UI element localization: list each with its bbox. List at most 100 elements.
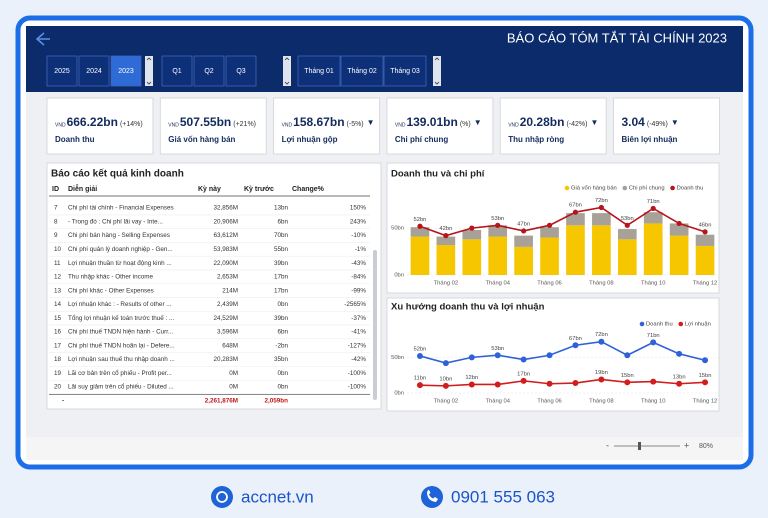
table-cell: 20	[54, 384, 62, 391]
x-tick-label: Tháng 08	[589, 281, 614, 287]
table-cell: 18	[54, 356, 62, 363]
legend-label: Lợi nhuận	[685, 322, 711, 328]
filter-scroll[interactable]	[283, 56, 291, 86]
contact-website[interactable]: accnet.vn	[241, 487, 314, 506]
table-cell: 8	[54, 218, 58, 225]
filter-button[interactable]	[161, 55, 193, 87]
column-header: Change%	[292, 186, 325, 193]
table-cell: 243%	[350, 218, 367, 225]
data-label: 17bn	[517, 371, 530, 377]
table-cell: 63,612M	[213, 232, 238, 239]
bar	[643, 212, 663, 224]
point	[494, 381, 501, 388]
filter-button[interactable]	[193, 55, 225, 87]
bar	[669, 235, 689, 275]
filter-label[interactable]: Q1	[172, 68, 181, 75]
kpi-label: Lợi nhuận gộp	[282, 135, 338, 144]
x-tick-label: Tháng 02	[434, 281, 459, 287]
table-cell: Lợi nhuận khác : - Results of other ...	[68, 301, 172, 308]
bar	[462, 239, 482, 275]
filter-label[interactable]: Tháng 02	[347, 68, 377, 75]
contact-phone[interactable]: 0901 555 063	[451, 487, 555, 506]
table-cell: 0bn	[277, 370, 288, 377]
zoom-in[interactable]: +	[684, 440, 689, 450]
zoom-thumb[interactable]	[638, 442, 641, 450]
kpi-change: (-5%)	[347, 121, 364, 128]
legend-label: Doanh thu	[677, 186, 704, 192]
filter-label[interactable]: Tháng 03	[390, 68, 420, 75]
column-header: Kỳ trước	[244, 186, 274, 193]
data-label: 12bn	[465, 375, 478, 381]
table-cell: - Trong đó : Chi phí lãi vay - Inte...	[68, 218, 163, 225]
point	[598, 376, 605, 383]
filter-button[interactable]	[297, 55, 341, 87]
chart-title: Doanh thu và chi phí	[391, 169, 485, 180]
kpi-change: (-49%)	[647, 121, 668, 128]
filter-scroll[interactable]	[433, 56, 441, 86]
kpi-card	[499, 97, 607, 155]
point	[468, 354, 475, 361]
table-cell: -2bn	[275, 342, 288, 349]
table-cell: -100%	[348, 384, 367, 391]
series-line	[419, 378, 706, 387]
column-header: Diễn giải	[68, 184, 97, 193]
zoom-control[interactable]: - + 80%	[606, 440, 713, 450]
contact-phone-icon	[421, 486, 443, 508]
legend-marker	[670, 185, 675, 191]
table-cell: 6bn	[277, 329, 288, 336]
table-cell: Tổng lợi nhuận kế toán trước thuế : ...	[68, 313, 175, 322]
point	[650, 339, 657, 346]
table-cell: Lãi cơ bản trên cổ phiếu - Profit per...	[68, 368, 172, 377]
filter-button[interactable]	[383, 55, 427, 87]
table-cell: 70bn	[274, 232, 289, 239]
table-cell: 32,856M	[213, 205, 238, 212]
table-cell: 0bn	[277, 384, 288, 391]
filter-scroll[interactable]	[145, 56, 153, 86]
data-label: 42bn	[439, 226, 452, 232]
kpi-label: Chi phí chung	[395, 135, 448, 144]
point	[624, 379, 631, 386]
back-button[interactable]	[35, 32, 50, 46]
kpi-trend: ▼	[474, 118, 482, 127]
bar	[514, 246, 533, 275]
kpi-trend: ▼	[590, 118, 598, 127]
filter-label[interactable]: Q2	[204, 68, 213, 75]
filter-label[interactable]: Tháng 01	[304, 68, 334, 75]
point	[494, 352, 501, 359]
bar	[643, 223, 663, 275]
y-tick-label: 0bn	[394, 391, 404, 397]
filter-label[interactable]: 2023	[118, 68, 134, 75]
x-tick-label: Tháng 12	[693, 281, 718, 287]
filter-label[interactable]: 2024	[86, 68, 102, 75]
zoom-out[interactable]: -	[606, 440, 609, 450]
filter-button[interactable]	[46, 55, 78, 87]
filter-label[interactable]: Q3	[236, 68, 245, 75]
table-cell: 35bn	[274, 356, 289, 363]
y-tick-label: 50bn	[391, 355, 404, 361]
total-cell: -	[62, 397, 64, 404]
x-tick-label: Tháng 10	[641, 281, 666, 287]
table-cell: -41%	[351, 329, 366, 336]
kpi-value: 3.04	[622, 115, 646, 129]
kpi-label: Biên lợi nhuận	[622, 135, 678, 144]
point	[442, 360, 449, 367]
filter-button[interactable]	[78, 55, 110, 87]
filter-button[interactable]	[110, 55, 142, 87]
filter-button[interactable]	[340, 55, 384, 87]
point	[546, 222, 553, 228]
table-cell: 6bn	[277, 218, 288, 225]
table-cell: 0M	[229, 370, 238, 377]
bar	[592, 225, 611, 275]
x-tick-label: Tháng 12	[693, 399, 718, 405]
table-panel	[46, 162, 382, 410]
kpi-value: 158.67bn	[293, 115, 344, 129]
table-cell: 17bn	[274, 287, 289, 294]
filter-label[interactable]: 2025	[54, 68, 70, 75]
table-cell: -42%	[351, 356, 366, 363]
point	[495, 222, 501, 228]
filter-button[interactable]	[225, 55, 257, 87]
data-label: 52bn	[414, 217, 427, 223]
scrollbar[interactable]	[373, 250, 377, 400]
scroll-arrow	[284, 57, 290, 85]
table-cell: 15	[54, 315, 62, 322]
